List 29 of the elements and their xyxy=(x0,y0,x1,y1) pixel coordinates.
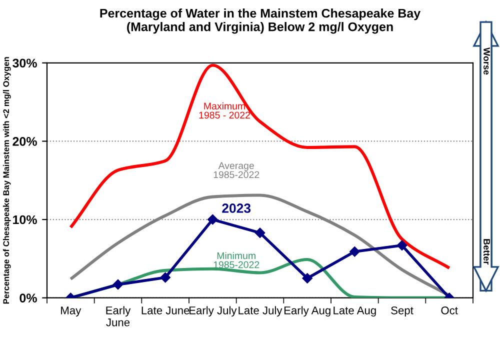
x-tick-label: May xyxy=(61,306,82,317)
line-series xyxy=(69,64,451,270)
y-tick-label: 20% xyxy=(12,137,37,146)
chart-title: Percentage of Water in the Mainstem Chesapeake Bay (Maryland and Virginia) Below 2 mg/l Oxygen xyxy=(100,8,421,34)
x-tick-label: Late Aug xyxy=(334,306,376,317)
point xyxy=(350,246,360,257)
text: Better xyxy=(484,239,490,265)
point xyxy=(302,273,312,284)
text: Worse xyxy=(484,47,490,75)
series-label: Minimum 1985-2022 xyxy=(214,252,260,268)
series-label: Maximum 1985 - 2022 xyxy=(199,102,250,119)
x-tick-label: Early July xyxy=(190,306,237,317)
x-tick-label: Late June xyxy=(142,306,190,314)
point xyxy=(208,214,218,225)
series-label: 2023 xyxy=(222,204,251,213)
y-tick-label: 30% xyxy=(12,58,37,68)
y-tick-label: 0% xyxy=(20,294,37,302)
y-tick-label: 10% xyxy=(13,215,37,224)
y-axis-title: Percentage of Chesapeake Bay Mainstem with <2 mg/l Oxygen xyxy=(2,57,11,304)
series-label: Average 1985-2022 xyxy=(214,162,260,178)
x-tick-label: Late July xyxy=(238,306,282,317)
x-tick-label: Early Aug xyxy=(284,306,330,317)
point xyxy=(254,228,266,238)
point xyxy=(160,272,170,283)
x-tick-label: Sept xyxy=(391,306,414,317)
point xyxy=(396,240,408,250)
x-tick-label: Early June xyxy=(106,306,131,326)
x-tick-label: Oct xyxy=(441,306,458,314)
point xyxy=(112,279,124,290)
